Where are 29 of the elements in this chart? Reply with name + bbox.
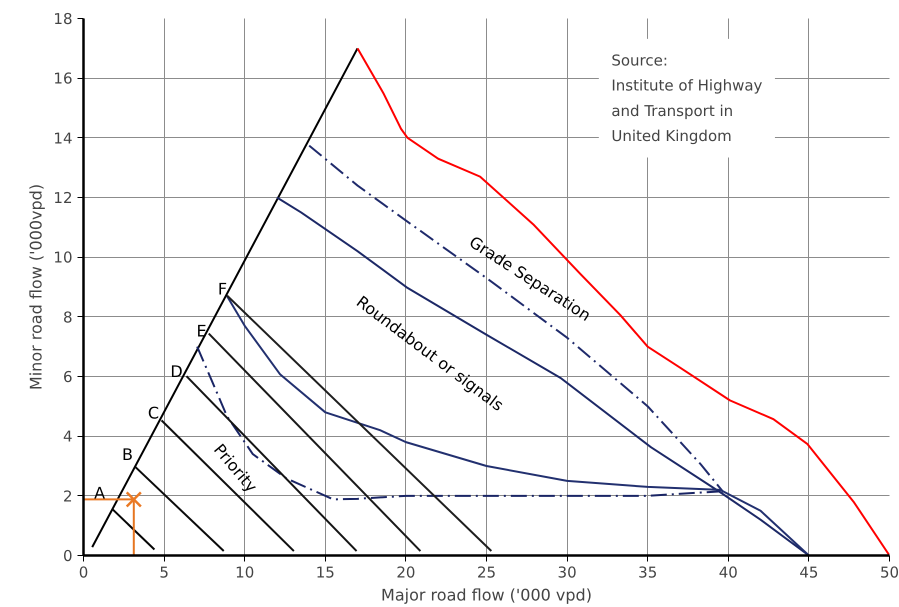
y-tick-label: 12	[53, 189, 73, 207]
x-tick-label: 30	[558, 564, 577, 582]
y-tick-label: 6	[62, 368, 73, 386]
y-tick-label: 0	[62, 547, 73, 565]
x-axis-title: Major road flow ('000 vpd)	[381, 586, 592, 604]
x-tick-label: 35	[638, 564, 658, 582]
y-tick-label: 10	[53, 248, 73, 267]
x-tick-label: 40	[718, 564, 738, 582]
annotation: D	[170, 362, 183, 381]
x-tick-label: 20	[396, 564, 416, 582]
y-tick-label: 8	[62, 308, 73, 326]
annotation: C	[148, 403, 160, 422]
x-tick-label: 15	[316, 564, 335, 582]
x-tick-label: 50	[880, 564, 899, 582]
y-tick-label: 2	[62, 487, 73, 506]
y-tick-label: 14	[53, 129, 73, 148]
y-axis-title: Minor road flow ('000vpd)	[26, 184, 46, 390]
annotation: Source: Institute of Highway and Transport in United Kingdom	[611, 51, 763, 145]
x-tick-label: 45	[799, 564, 818, 582]
x-tick-label: 5	[159, 564, 169, 582]
x-tick-label: 0	[78, 564, 88, 582]
x-tick-label: 25	[476, 564, 496, 582]
annotation: B	[122, 445, 134, 464]
y-tick-label: 18	[53, 10, 73, 28]
annotation: F	[218, 280, 228, 299]
y-tick-label: 4	[62, 428, 73, 446]
y-tick-label: 16	[53, 70, 73, 88]
annotation: A	[94, 483, 106, 502]
x-tick-label: 10	[235, 564, 254, 582]
